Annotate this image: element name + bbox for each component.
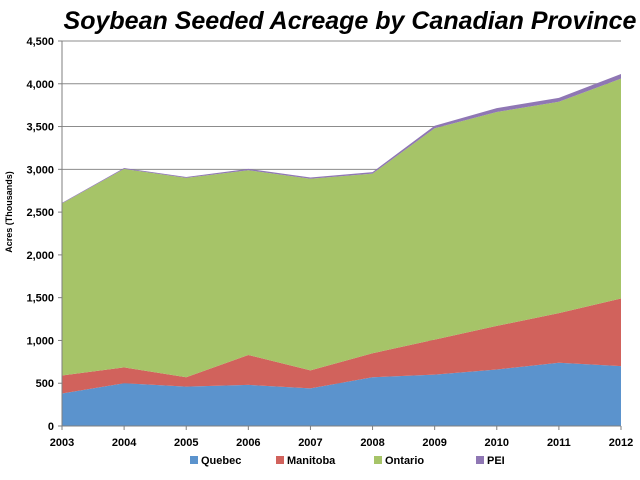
legend-swatch <box>276 456 284 464</box>
y-tick-label: 3,000 <box>26 164 54 176</box>
chart-title: Soybean Seeded Acreage by Canadian Provi… <box>64 7 637 35</box>
legend-label: Manitoba <box>287 455 336 467</box>
legend-label: Quebec <box>201 455 241 467</box>
y-tick-label: 3,500 <box>26 122 54 134</box>
x-tick-labels: 2003 2004 2005 2006 2007 2008 2009 2010 2011 2012 <box>50 437 633 449</box>
x-tick-label: 2011 <box>547 437 571 449</box>
y-tick-label: 4,000 <box>26 79 54 91</box>
legend-label: PEI <box>487 455 505 467</box>
legend-swatch <box>374 456 382 464</box>
area-quebec <box>62 362 621 426</box>
y-tick-label: 500 <box>36 378 54 390</box>
legend-swatch <box>190 456 198 464</box>
y-tick-label: 1,000 <box>26 335 54 347</box>
legend-item-manitoba: Manitoba <box>276 455 336 467</box>
y-tick-label: 2,000 <box>26 250 54 262</box>
y-tick-label: 0 <box>48 421 54 433</box>
x-tick-label: 2010 <box>485 437 509 449</box>
legend: Quebec Manitoba Ontario PEI <box>190 455 505 467</box>
area-ontario <box>62 78 621 378</box>
legend-swatch <box>476 456 484 464</box>
x-tick-label: 2006 <box>236 437 260 449</box>
x-tick-label: 2009 <box>422 437 446 449</box>
axes <box>58 40 622 430</box>
x-tick-label: 2008 <box>360 437 384 449</box>
legend-item-quebec: Quebec <box>190 455 241 467</box>
y-axis-label: Acres (Thousands) <box>4 171 14 253</box>
y-tick-label: 2,500 <box>26 207 54 219</box>
plot-areas <box>62 73 621 426</box>
x-tick-label: 2012 <box>609 437 633 449</box>
x-tick-label: 2003 <box>50 437 74 449</box>
y-tick-label: 1,500 <box>26 293 54 305</box>
y-tick-label: 4,500 <box>26 36 54 48</box>
area-manitoba <box>62 298 621 394</box>
legend-item-ontario: Ontario <box>374 455 424 467</box>
legend-item-pei: PEI <box>476 455 505 467</box>
x-tick-label: 2007 <box>298 437 322 449</box>
x-tick-label: 2005 <box>174 437 198 449</box>
x-tick-label: 2004 <box>112 437 137 449</box>
y-tick-labels: 0 500 1,000 1,500 2,000 2,500 3,000 3,500 4,000 4… <box>26 36 54 433</box>
legend-label: Ontario <box>385 455 424 467</box>
